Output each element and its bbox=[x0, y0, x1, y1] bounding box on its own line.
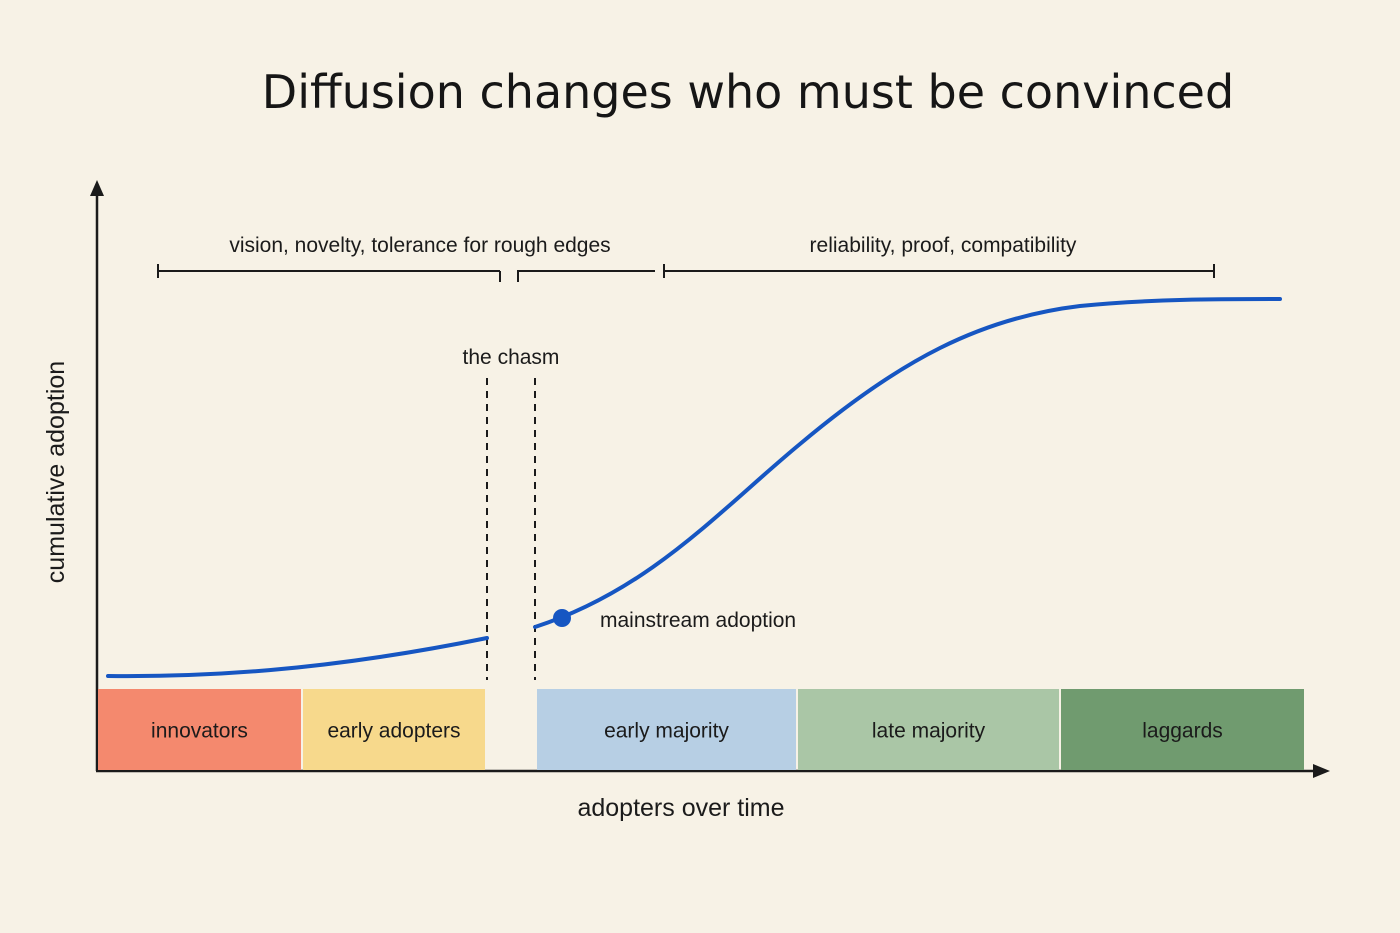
chasm-marker: the chasm bbox=[463, 346, 560, 680]
segment-block-late-majority bbox=[798, 689, 1059, 770]
segment-label-early-adopters: early adopters bbox=[327, 720, 460, 743]
mainstream-needs-label: reliability, proof, compatibility bbox=[810, 234, 1077, 257]
segment-label-innovators: innovators bbox=[151, 720, 248, 743]
mainstream-adoption-label: mainstream adoption bbox=[600, 609, 796, 632]
segment-block-innovators bbox=[98, 689, 301, 770]
axes bbox=[90, 180, 1330, 778]
early-needs-bracket-line bbox=[157, 264, 501, 282]
x-axis-label: adopters over time bbox=[577, 794, 784, 822]
y-axis-arrow-icon bbox=[90, 180, 104, 196]
early-needs-bracket: vision, novelty, tolerance for rough edg… bbox=[157, 234, 611, 282]
adoption-curve-early-segment bbox=[106, 636, 489, 679]
segment-label-late-majority: late majority bbox=[872, 720, 986, 743]
early-needs-label: vision, novelty, tolerance for rough edg… bbox=[229, 234, 610, 257]
mainstream-needs-bracket: reliability, proof, compatibility bbox=[517, 234, 1215, 282]
mainstream-needs-bracket-line bbox=[663, 264, 1215, 278]
segment-label-early-majority: early majority bbox=[604, 720, 729, 743]
chasm-label: the chasm bbox=[463, 346, 560, 369]
mainstream-adoption-point bbox=[553, 609, 571, 627]
chasm-gap-bracket-line bbox=[517, 270, 655, 282]
adopter-segments: innovators early adopters early majority la… bbox=[98, 689, 1304, 770]
adoption-curve: mainstream adoption bbox=[106, 297, 1282, 679]
y-axis-label: cumulative adoption bbox=[42, 361, 70, 583]
segment-block-early-majority bbox=[537, 689, 796, 770]
diagram-title: Diffusion changes who must be convinced bbox=[262, 65, 1234, 119]
segment-label-laggards: laggards bbox=[1142, 720, 1223, 743]
x-axis-arrow-icon bbox=[1313, 764, 1330, 778]
segment-block-laggards bbox=[1061, 689, 1304, 770]
adoption-curve-mainstream-segment bbox=[533, 297, 1282, 629]
segment-block-early-adopters bbox=[303, 689, 485, 770]
